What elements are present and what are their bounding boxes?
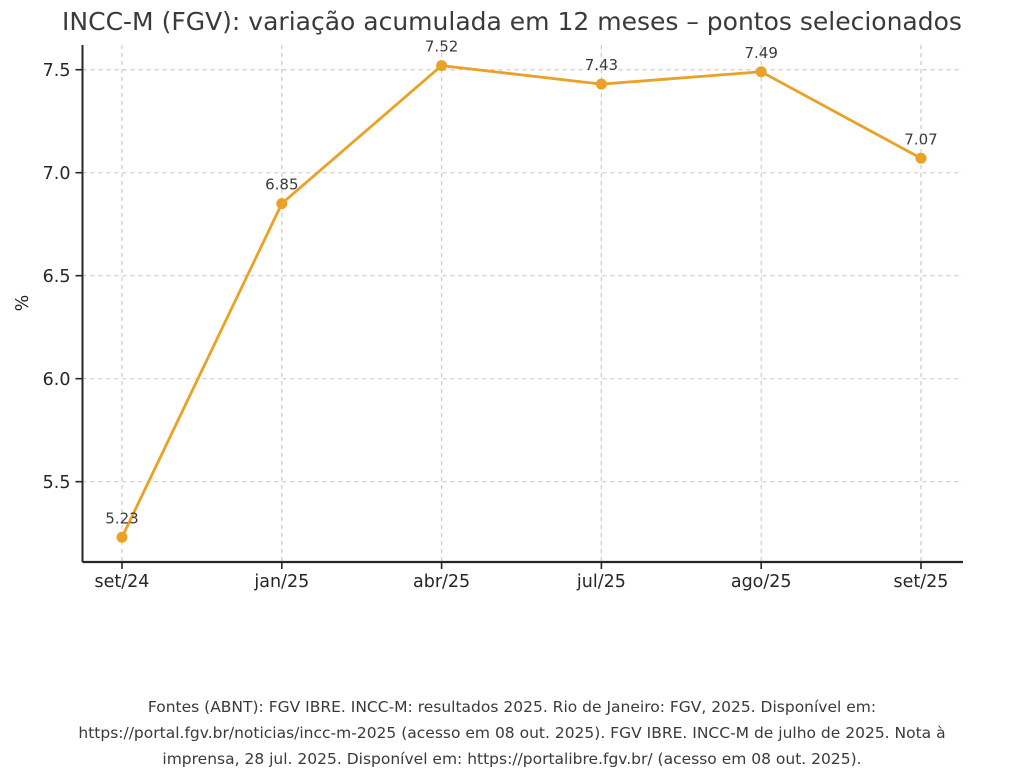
point-value-label: 7.43 bbox=[585, 56, 618, 74]
point-value-label: 7.49 bbox=[744, 44, 777, 62]
point-value-label: 6.85 bbox=[265, 176, 298, 194]
x-tick-label: abr/25 bbox=[413, 572, 470, 592]
data-point-marker bbox=[276, 198, 288, 210]
data-point-marker bbox=[915, 152, 927, 164]
source-citation-line: imprensa, 28 jul. 2025. Disponível em: h… bbox=[162, 750, 862, 768]
point-value-label: 7.07 bbox=[904, 130, 937, 148]
y-tick-label: 5.5 bbox=[43, 473, 71, 493]
data-point-marker bbox=[436, 60, 448, 72]
y-tick-label: 7.5 bbox=[43, 61, 71, 81]
x-tick-label: set/24 bbox=[95, 572, 150, 592]
data-point-marker bbox=[116, 531, 128, 543]
point-value-label: 5.23 bbox=[105, 509, 138, 527]
x-tick-label: ago/25 bbox=[731, 572, 792, 592]
data-point-marker bbox=[755, 66, 767, 78]
x-tick-label: set/25 bbox=[894, 572, 949, 592]
source-citation-line: https://portal.fgv.br/noticias/incc-m-20… bbox=[78, 724, 946, 742]
x-tick-label: jul/25 bbox=[576, 572, 626, 592]
source-citation: Fontes (ABNT): FGV IBRE. INCC-M: resulta… bbox=[0, 694, 1024, 770]
source-citation-line: Fontes (ABNT): FGV IBRE. INCC-M: resulta… bbox=[147, 698, 877, 716]
y-tick-label: 6.5 bbox=[43, 267, 71, 287]
chart-title: INCC-M (FGV): variação acumulada em 12 m… bbox=[62, 7, 962, 36]
y-axis-title: % bbox=[13, 295, 33, 312]
point-value-label: 7.52 bbox=[425, 38, 458, 56]
y-tick-label: 6.0 bbox=[43, 370, 71, 390]
data-point-marker bbox=[595, 78, 607, 90]
data-line bbox=[120, 64, 923, 539]
x-tick-label: jan/25 bbox=[253, 572, 309, 592]
line-chart: 5.5 6.0 6.5 7.0 7.5 set/24 jan/25 abr/25 jul/25 a… bbox=[13, 38, 963, 592]
y-tick-label: 7.0 bbox=[43, 164, 71, 184]
